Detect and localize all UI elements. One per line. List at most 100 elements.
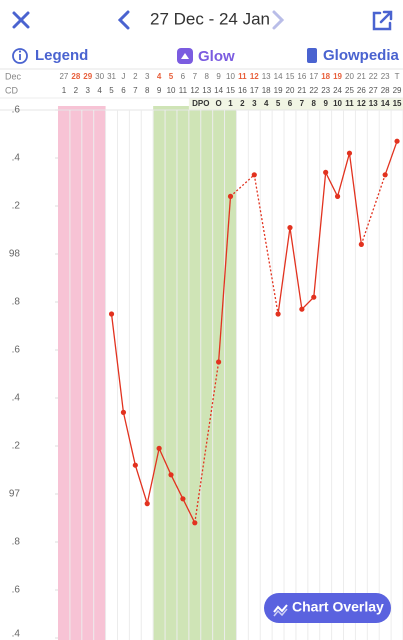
cd-label: 6 bbox=[121, 86, 126, 95]
gap-connector bbox=[253, 174, 279, 315]
next-button[interactable] bbox=[272, 10, 285, 30]
cd-label: 28 bbox=[381, 86, 390, 95]
date-label: 5 bbox=[169, 72, 174, 81]
y-tick-label: .2 bbox=[12, 441, 21, 452]
temperature-line bbox=[217, 196, 232, 363]
temperature-point bbox=[120, 409, 127, 415]
glow-button[interactable]: Glow bbox=[177, 48, 235, 65]
date-label: 23 bbox=[381, 72, 390, 81]
temperature-point bbox=[323, 169, 329, 175]
temperature-point bbox=[346, 150, 353, 156]
y-tick-label: .6 bbox=[12, 585, 21, 596]
temperature-point bbox=[334, 193, 341, 199]
date-label: 3 bbox=[145, 72, 150, 81]
glowpedia-button[interactable]: Glowpedia bbox=[307, 47, 400, 64]
temperature-point bbox=[180, 496, 186, 502]
dpo-value: 11 bbox=[345, 99, 354, 108]
cd-label: 23 bbox=[321, 86, 330, 95]
date-label: 29 bbox=[83, 72, 92, 81]
date-label: 20 bbox=[345, 72, 354, 81]
cd-label: CD bbox=[5, 85, 18, 95]
temperature-point bbox=[311, 294, 317, 300]
temperature-point bbox=[216, 359, 222, 365]
date-label: 13 bbox=[262, 72, 271, 81]
cd-label: 2 bbox=[74, 86, 79, 95]
glow-label: Glow bbox=[198, 48, 235, 65]
temperature-point bbox=[108, 311, 115, 317]
cd-label: 5 bbox=[109, 86, 114, 95]
cd-label: 12 bbox=[190, 86, 199, 95]
date-label: 19 bbox=[333, 72, 342, 81]
date-label: 10 bbox=[226, 72, 235, 81]
cd-label: 25 bbox=[345, 86, 354, 95]
y-tick-label: .2 bbox=[12, 201, 21, 212]
dpo-value: 4 bbox=[264, 99, 269, 108]
dpo-value: 8 bbox=[312, 99, 317, 108]
dpo-value: 6 bbox=[288, 99, 293, 108]
share-button[interactable] bbox=[372, 10, 393, 31]
date-label: 18 bbox=[321, 72, 330, 81]
gap-connector bbox=[194, 361, 220, 523]
cd-label: 20 bbox=[286, 86, 295, 95]
date-label: T bbox=[395, 72, 400, 81]
date-label: J bbox=[121, 72, 125, 81]
temperature-point bbox=[192, 520, 198, 526]
temperature-line bbox=[384, 140, 398, 176]
date-label: 8 bbox=[204, 72, 209, 81]
chart-overlay-button[interactable]: Chart Overlay bbox=[264, 593, 391, 623]
date-label: 27 bbox=[59, 72, 68, 81]
cd-label: 1 bbox=[62, 86, 67, 95]
temperature-point bbox=[287, 225, 293, 231]
temperature-line bbox=[277, 153, 363, 315]
date-label: 14 bbox=[274, 72, 283, 81]
cd-label: 10 bbox=[167, 86, 176, 95]
dpo-value: 3 bbox=[252, 99, 257, 108]
temperature-point bbox=[156, 445, 162, 451]
cd-label: 4 bbox=[97, 86, 102, 95]
cd-label: 3 bbox=[86, 86, 91, 95]
temperature-point bbox=[275, 311, 281, 317]
month-label: Dec bbox=[5, 71, 22, 81]
legend-label: Legend bbox=[35, 47, 88, 64]
date-label: 11 bbox=[238, 72, 247, 81]
date-range: 27 Dec - 24 Jan bbox=[150, 9, 270, 28]
y-tick-label: .4 bbox=[12, 629, 21, 640]
date-label: 2 bbox=[133, 72, 138, 81]
gap-connector bbox=[230, 174, 255, 197]
dpo-value: 12 bbox=[357, 99, 366, 108]
cd-label: 11 bbox=[179, 86, 188, 95]
glowpedia-label: Glowpedia bbox=[323, 47, 400, 64]
cd-label: 7 bbox=[133, 86, 138, 95]
cd-label: 21 bbox=[297, 86, 306, 95]
date-label: 22 bbox=[369, 72, 378, 81]
date-label: 12 bbox=[250, 72, 259, 81]
dpo-value: 5 bbox=[276, 99, 281, 108]
gap-connector bbox=[360, 174, 386, 245]
prev-button[interactable] bbox=[117, 10, 130, 30]
close-button[interactable] bbox=[12, 11, 30, 29]
date-label: 4 bbox=[157, 72, 162, 81]
y-tick-label: .4 bbox=[12, 153, 21, 164]
dpo-value: 10 bbox=[333, 99, 342, 108]
y-tick-label: .6 bbox=[12, 345, 21, 356]
date-label: 16 bbox=[297, 72, 306, 81]
temperature-point bbox=[168, 472, 174, 478]
temperature-point bbox=[144, 501, 150, 507]
y-tick-label: .8 bbox=[12, 297, 21, 308]
cd-label: 19 bbox=[274, 86, 283, 95]
temperature-point bbox=[394, 138, 400, 144]
date-label: 30 bbox=[95, 72, 104, 81]
dpo-label: DPO bbox=[192, 99, 209, 108]
legend-button[interactable]: Legend bbox=[12, 47, 88, 64]
cd-label: 29 bbox=[393, 86, 402, 95]
dpo-value: 14 bbox=[381, 99, 390, 108]
date-label: 17 bbox=[309, 72, 318, 81]
y-tick-label: .8 bbox=[12, 537, 21, 548]
dpo-value: 13 bbox=[369, 99, 378, 108]
temperature-point bbox=[227, 193, 234, 199]
dpo-value: 2 bbox=[240, 99, 245, 108]
date-label: 21 bbox=[357, 72, 366, 81]
fertile-band bbox=[153, 106, 237, 640]
cd-label: 18 bbox=[262, 86, 271, 95]
